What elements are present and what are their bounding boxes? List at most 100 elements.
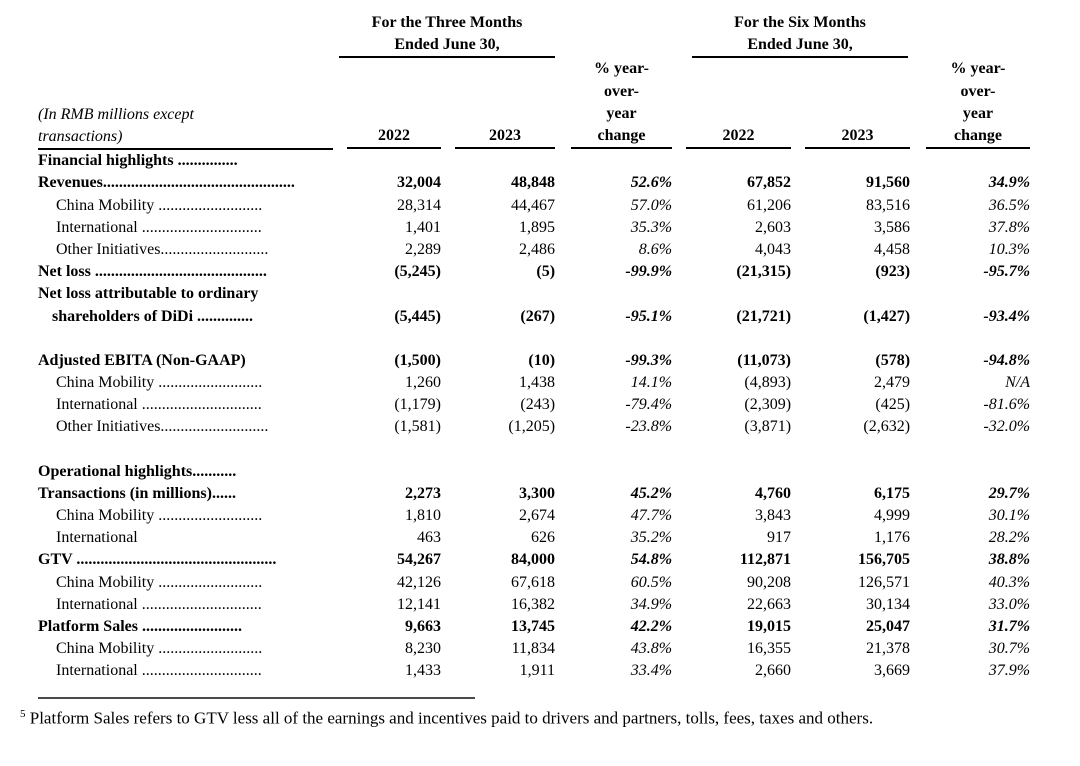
footnote-marker: 5 [20,707,26,720]
value-cell: 21,378 [866,640,911,658]
row-label: International ..........................… [56,595,262,613]
yoy-cell: 10.3% [988,241,1031,259]
row-label: Net loss ...............................… [38,263,267,281]
row-label: Platform Sales ......................... [38,618,242,636]
value-cell [791,461,910,483]
footnote-divider [38,696,475,699]
value-cell: 3,586 [874,218,911,236]
row-label: China Mobility .........................… [56,640,263,658]
row-label: Revenues................................… [38,174,295,192]
value-cell: (1,179) [394,396,441,414]
value-cell: 3,300 [519,484,556,502]
value-cell: 463 [417,529,441,547]
value-cell: 626 [531,529,556,547]
yoy-cell: -23.8% [625,418,673,436]
row-label: China Mobility .........................… [56,573,263,591]
row-label: Operational highlights........... [38,462,237,480]
value-cell: (2,309) [744,396,792,414]
yoy-cell: -94.8% [983,351,1031,369]
yoy-cell [910,149,1030,172]
value-cell [333,461,441,483]
value-cell: (1,427) [863,307,911,325]
value-cell: (425) [875,396,911,414]
value-cell: 4,043 [755,241,792,259]
table-row: China Mobility .........................… [38,638,1030,660]
row-label: Other Initiatives.......................… [56,418,269,436]
spacer-cell [38,439,1030,461]
value-cell: 1,895 [519,218,556,236]
table-row: Revenues................................… [38,172,1030,194]
yoy-cell: 40.3% [988,573,1031,591]
table-row: China Mobility .........................… [38,372,1030,394]
table-row: International ..........................… [38,217,1030,239]
value-cell: 3,843 [755,507,792,525]
value-cell: 1,911 [519,662,556,680]
header-spacer [910,6,1030,58]
yoy-cell: 30.7% [988,640,1031,658]
value-cell: 8,230 [405,640,441,658]
financial-highlights-page: For the Three Months Ended June 30, For … [20,6,1080,730]
yoy-cell: 36.5% [988,196,1031,214]
yoy-cell: -99.9% [625,263,673,281]
yoy-cell [555,149,672,172]
col-header-q2-2023: 2023 [441,58,556,150]
value-cell: 917 [767,529,792,547]
row-label: GTV ....................................… [38,551,277,569]
value-cell [672,461,791,483]
col-header-h1-2022: 2022 [672,58,792,150]
yoy-line: over- [604,82,639,100]
yoy-cell: 54.8% [630,551,673,569]
value-cell: (5,445) [394,307,441,325]
yoy-line: year [962,104,994,122]
value-cell: 2,674 [519,507,556,525]
footnote: 5 Platform Sales refers to GTV less all … [20,703,1080,730]
value-cell [672,149,791,172]
value-cell: (5,245) [394,263,441,281]
yoy-cell: 30.1% [988,507,1031,525]
value-cell: 42,126 [397,573,441,591]
spacer-row [38,439,1030,461]
three-months-line2: Ended June 30, [394,36,500,54]
six-months-line1: For the Six Months [734,14,866,31]
header-spacer [38,6,333,58]
value-cell: 2,603 [755,218,792,236]
value-cell: (923) [875,263,911,281]
yoy-cell: 60.5% [630,573,673,591]
value-cell: 2,273 [405,484,441,502]
value-cell: 30,134 [866,595,911,613]
value-cell: (1,581) [394,418,441,436]
table-row: International ..........................… [38,594,1030,616]
value-cell: (21,721) [736,307,792,325]
value-cell: (243) [520,396,556,414]
yoy-cell: 8.6% [638,241,673,259]
financial-table: For the Three Months Ended June 30, For … [38,6,1031,683]
yoy-line: over- [960,82,996,100]
yoy-cell: -81.6% [983,396,1031,414]
value-cell: (4,893) [744,374,792,392]
value-cell: (10) [528,351,556,369]
value-cell: 32,004 [397,174,441,192]
value-cell: 61,206 [747,196,792,214]
value-cell: (1,500) [394,351,441,369]
value-cell: 84,000 [511,551,556,569]
yoy-cell: 31.7% [988,618,1031,636]
six-months-line2: Ended June 30, [747,36,853,54]
table-row: China Mobility .........................… [38,505,1030,527]
yoy-cell: 37.9% [988,662,1031,680]
table-body: Financial highlights ............... Reve… [38,149,1030,682]
yoy-cell: 42.2% [630,618,673,636]
yoy-line: % year- [950,60,1006,78]
value-cell: 1,401 [405,218,441,236]
value-cell: 1,438 [519,374,556,392]
value-cell: 48,848 [511,174,556,192]
value-cell: 25,047 [866,618,911,636]
yoy-cell: 34.9% [630,595,673,613]
value-cell: 22,663 [747,595,792,613]
table-row: China Mobility .........................… [38,195,1030,217]
yoy-cell: 37.8% [988,218,1031,236]
value-cell: 126,571 [858,573,911,591]
value-cell [791,149,910,172]
yoy-cell: N/A [1005,374,1031,392]
yoy-cell: -99.3% [625,351,673,369]
yoy-cell: 14.1% [630,374,673,392]
